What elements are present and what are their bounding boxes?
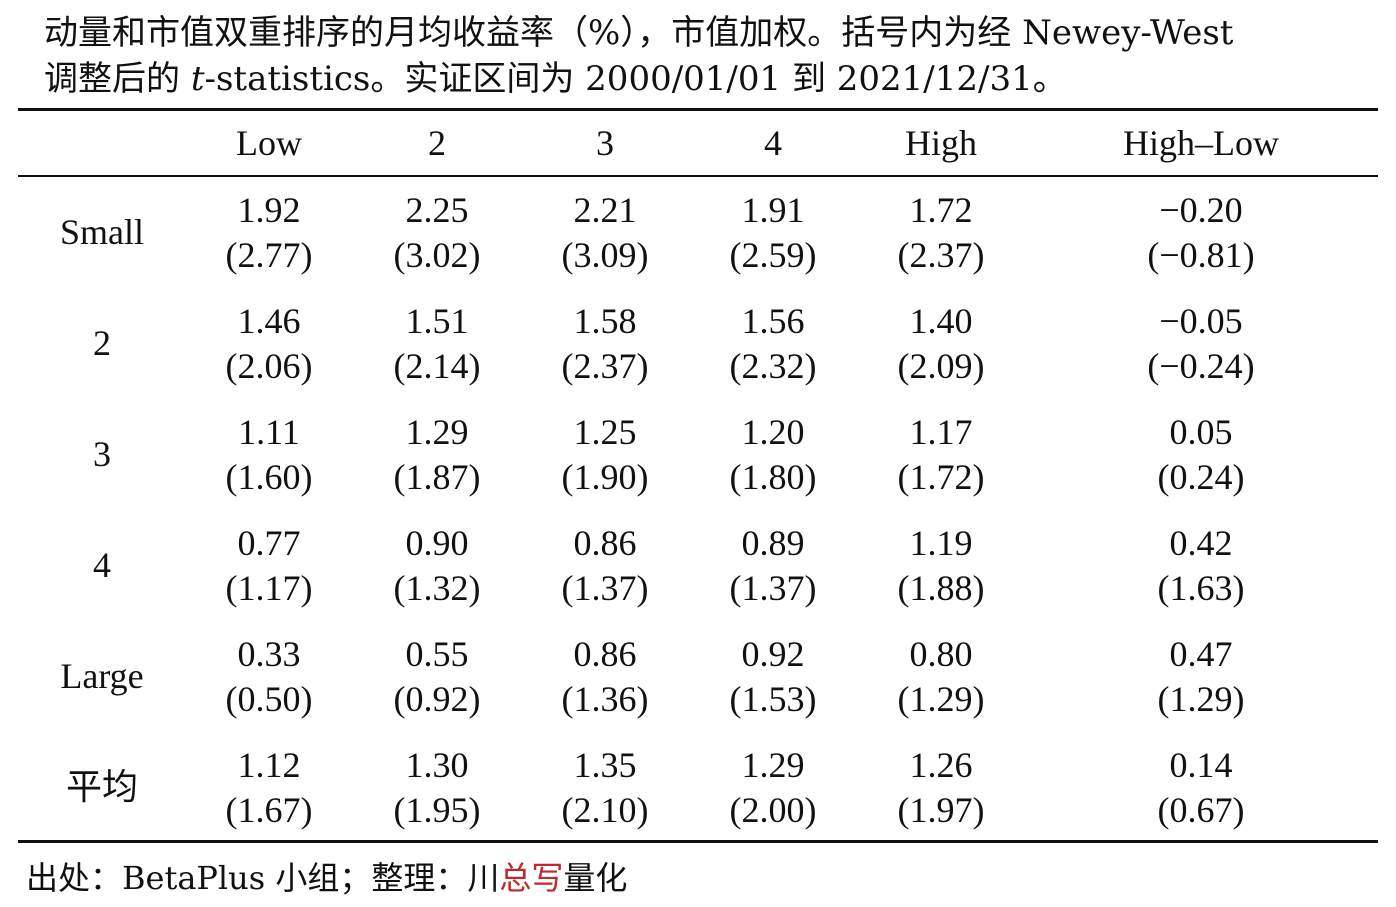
return-value-cell: 1.56 <box>741 301 805 341</box>
column-header: 2 <box>428 123 446 163</box>
t-statistic-cell: (1.17) <box>225 568 313 608</box>
column-header: High–Low <box>1123 123 1279 163</box>
t-statistic-cell: (0.50) <box>225 679 313 719</box>
row-label: 2 <box>93 323 111 363</box>
t-statistic-cell: (1.67) <box>225 790 313 830</box>
t-statistic-cell: (1.53) <box>729 679 817 719</box>
caption-line-1: 动量和市值双重排序的月均收益率（%），市值加权。括号内为经 Newey-West <box>44 13 1234 53</box>
return-value-cell: 0.42 <box>1169 523 1233 563</box>
caption-line-2: 调整后的 t-statistics。实证区间为 2000/01/01 到 202… <box>44 56 1364 102</box>
footer-highlight: 总写 <box>499 859 564 897</box>
table-bottom-rule <box>18 840 1378 843</box>
t-statistic-cell: (2.06) <box>225 346 313 386</box>
t-statistic-cell: (1.29) <box>897 679 985 719</box>
t-statistic-cell: (1.63) <box>1157 568 1245 608</box>
t-statistic-cell: (1.95) <box>393 790 481 830</box>
source-footer: 出处：BetaPlus 小组；整理：川总写量化 <box>26 856 627 900</box>
row-label: 4 <box>93 545 111 585</box>
row-label: Large <box>60 656 144 696</box>
t-statistic-cell: (1.90) <box>561 457 649 497</box>
return-value-cell: 1.72 <box>909 190 973 230</box>
return-value-cell: 1.91 <box>741 190 805 230</box>
return-value-cell: 1.17 <box>909 412 973 452</box>
return-value-cell: 0.92 <box>741 634 805 674</box>
t-statistic-cell: (0.24) <box>1157 457 1245 497</box>
t-statistic-cell: (0.67) <box>1157 790 1245 830</box>
t-statistic-cell: (1.37) <box>729 568 817 608</box>
t-statistic-cell: (1.36) <box>561 679 649 719</box>
column-header: High <box>905 123 977 163</box>
t-statistic-cell: (2.10) <box>561 790 649 830</box>
t-statistic-cell: (1.32) <box>393 568 481 608</box>
t-statistic-cell: (1.88) <box>897 568 985 608</box>
return-value-cell: −0.20 <box>1159 190 1243 230</box>
return-value-cell: 1.92 <box>237 190 301 230</box>
t-statistic-cell: (2.14) <box>393 346 481 386</box>
return-value-cell: 0.47 <box>1169 634 1233 674</box>
return-value-cell: 0.33 <box>237 634 301 674</box>
return-value-cell: 0.86 <box>573 523 637 563</box>
return-value-cell: 1.29 <box>405 412 469 452</box>
t-statistic-cell: (1.97) <box>897 790 985 830</box>
row-label: Small <box>59 212 144 252</box>
table-top-rule <box>18 108 1378 111</box>
return-value-cell: 1.35 <box>573 745 637 785</box>
t-statistic-cell: (2.32) <box>729 346 817 386</box>
row-label: 平均 <box>65 767 138 807</box>
return-value-cell: 1.19 <box>909 523 973 563</box>
return-value-cell: 1.46 <box>237 301 301 341</box>
return-value-cell: 1.58 <box>573 301 637 341</box>
t-statistic-cell: (3.09) <box>561 235 649 275</box>
return-value-cell: 1.25 <box>573 412 637 452</box>
return-value-cell: 1.40 <box>909 301 973 341</box>
t-statistic-cell: (1.60) <box>225 457 313 497</box>
column-header: 3 <box>596 123 614 163</box>
return-value-cell: 1.30 <box>405 745 469 785</box>
return-value-cell: 0.77 <box>237 523 301 563</box>
t-statistic-cell: (1.87) <box>393 457 481 497</box>
return-value-cell: 1.12 <box>237 745 301 785</box>
return-value-cell: 0.90 <box>405 523 469 563</box>
return-value-cell: 1.51 <box>405 301 469 341</box>
column-header: 4 <box>764 123 782 163</box>
return-value-cell: 0.55 <box>405 634 469 674</box>
t-statistic-cell: (−0.81) <box>1147 235 1255 275</box>
return-value-cell: 1.20 <box>741 412 805 452</box>
table-caption: 动量和市值双重排序的月均收益率（%），市值加权。括号内为经 Newey-West… <box>44 10 1364 102</box>
return-value-cell: 0.05 <box>1169 412 1233 452</box>
return-value-cell: 2.25 <box>405 190 469 230</box>
t-statistic-cell: (1.72) <box>897 457 985 497</box>
t-statistic-cell: (1.80) <box>729 457 817 497</box>
t-statistic-cell: (0.92) <box>393 679 481 719</box>
return-value-cell: 0.80 <box>909 634 973 674</box>
t-statistic-cell: (2.09) <box>897 346 985 386</box>
caption-line-2-prefix: 调整后的 <box>44 59 191 99</box>
t-statistic-cell: (2.59) <box>729 235 817 275</box>
table-header-rule <box>18 175 1378 177</box>
column-header: Low <box>236 123 302 163</box>
return-value-cell: 1.29 <box>741 745 805 785</box>
caption-t-symbol: t <box>190 59 205 99</box>
footer-suffix: 量化 <box>563 859 628 897</box>
t-statistic-cell: (2.37) <box>897 235 985 275</box>
t-statistic-cell: (2.77) <box>225 235 313 275</box>
t-statistic-cell: (2.37) <box>561 346 649 386</box>
t-statistic-cell: (−0.24) <box>1147 346 1255 386</box>
t-statistic-cell: (2.00) <box>729 790 817 830</box>
return-value-cell: −0.05 <box>1159 301 1243 341</box>
return-value-cell: 1.11 <box>238 412 300 452</box>
t-statistic-cell: (1.37) <box>561 568 649 608</box>
return-value-cell: 0.14 <box>1169 745 1233 785</box>
footer-text: 出处：BetaPlus 小组；整理：川 <box>26 859 500 897</box>
row-label: 3 <box>93 434 111 474</box>
caption-line-2-suffix: -statistics。实证区间为 2000/01/01 到 2021/12/3… <box>204 59 1067 99</box>
t-statistic-cell: (1.29) <box>1157 679 1245 719</box>
return-value-cell: 0.86 <box>573 634 637 674</box>
return-value-cell: 1.26 <box>909 745 973 785</box>
return-value-cell: 2.21 <box>573 190 637 230</box>
t-statistic-cell: (3.02) <box>393 235 481 275</box>
return-value-cell: 0.89 <box>741 523 805 563</box>
